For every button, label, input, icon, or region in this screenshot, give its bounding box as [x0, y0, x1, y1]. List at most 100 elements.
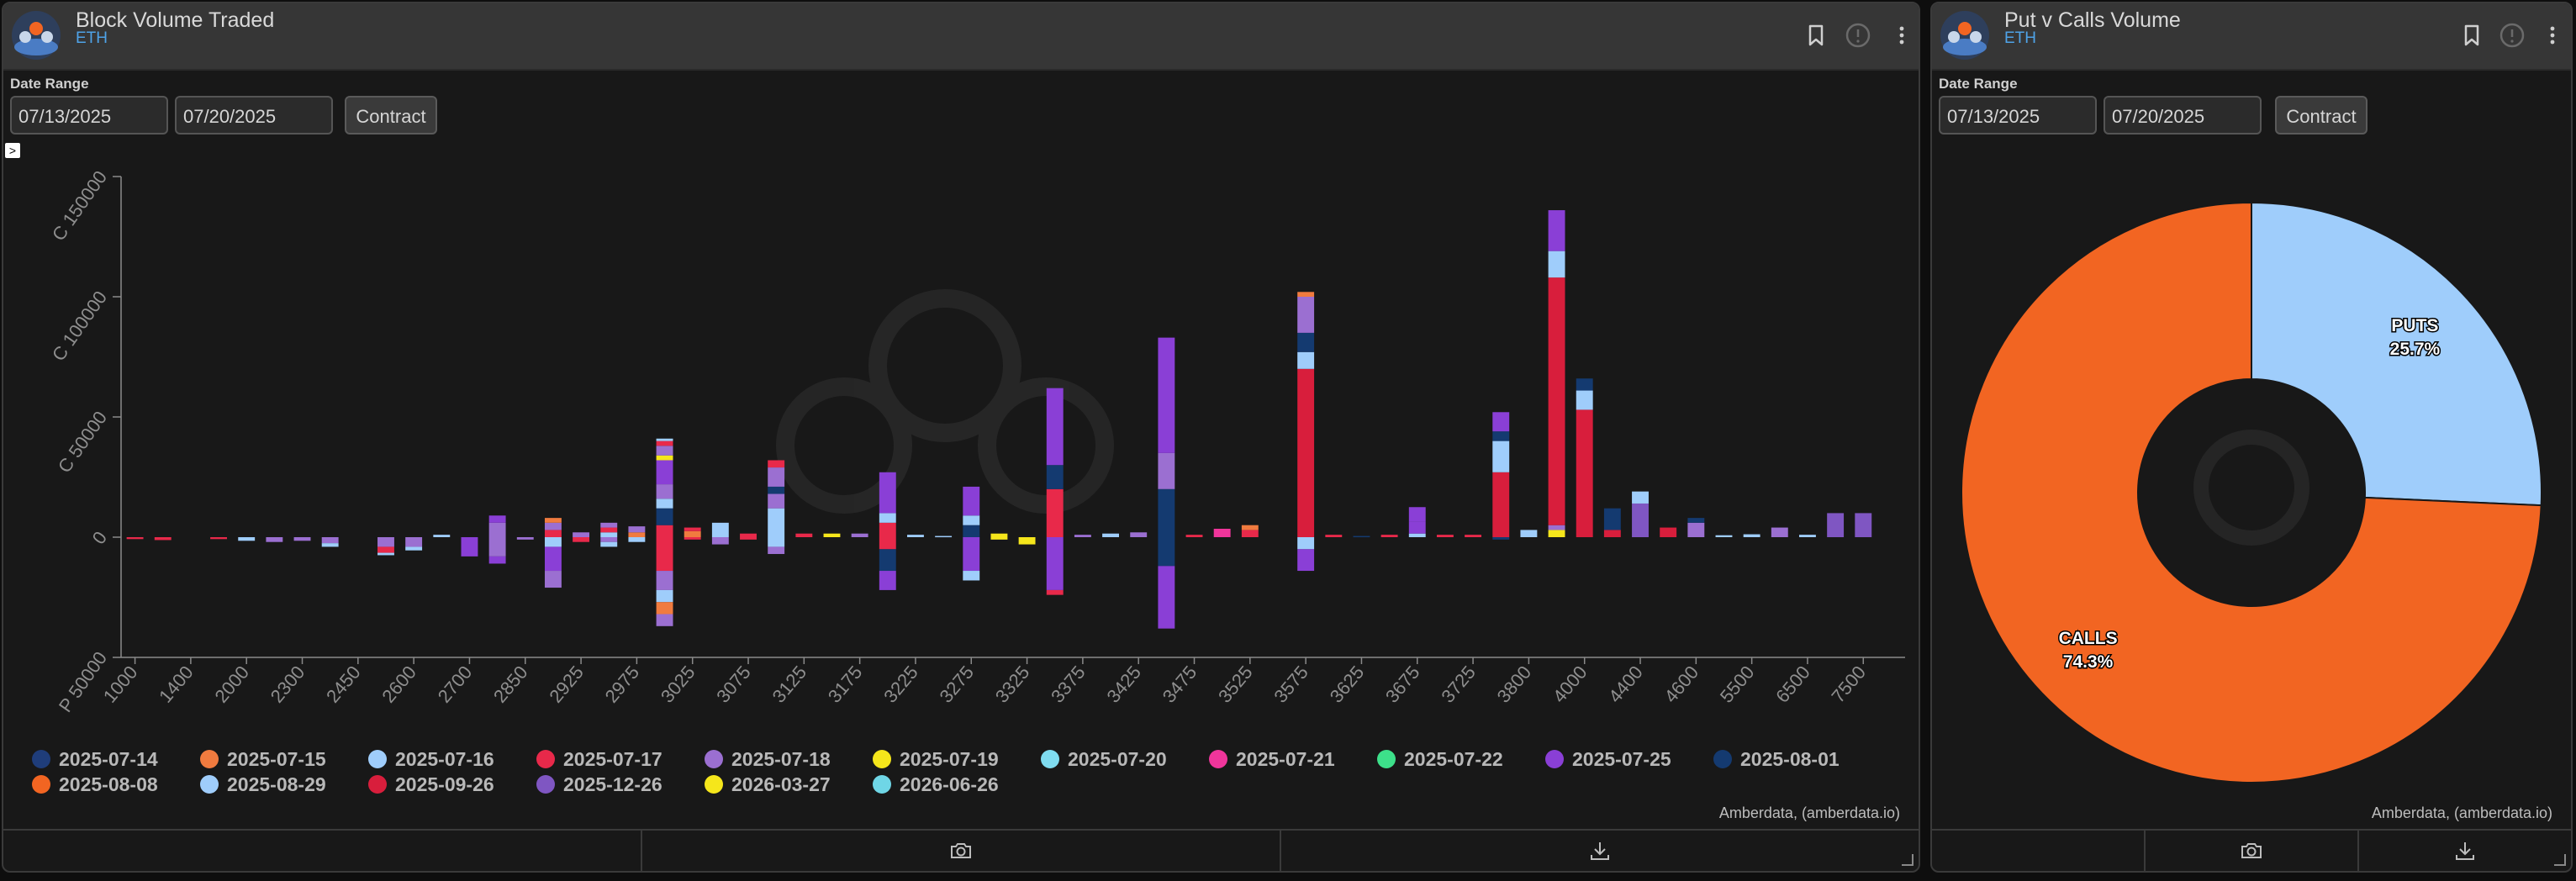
bar-segment-call[interactable]	[544, 530, 562, 537]
bar-segment-call[interactable]	[488, 515, 506, 523]
bar-segment-call[interactable]	[851, 533, 868, 537]
bar-segment-call[interactable]	[1576, 390, 1593, 410]
bar-segment-call[interactable]	[488, 522, 506, 537]
legend-item[interactable]: 2025-07-18	[705, 748, 831, 771]
bar-segment-call[interactable]	[1436, 535, 1454, 537]
bar-segment-call[interactable]	[795, 533, 813, 537]
bar-segment-call[interactable]	[963, 515, 980, 525]
bar-segment-put[interactable]	[1158, 537, 1175, 567]
bar-segment-call[interactable]	[656, 499, 673, 509]
legend-item[interactable]: 2026-06-26	[873, 773, 999, 796]
bar-segment-call[interactable]	[1548, 251, 1565, 278]
bar-segment-call[interactable]	[1576, 378, 1593, 391]
legend-item[interactable]: 2025-07-20	[1041, 748, 1167, 771]
bar-segment-call[interactable]	[1325, 535, 1343, 537]
legend-item[interactable]: 2025-07-14	[32, 748, 158, 771]
bar-segment-call[interactable]	[963, 486, 980, 516]
legend-item[interactable]: 2025-07-25	[1545, 748, 1671, 771]
legend-item[interactable]: 2025-07-15	[200, 748, 326, 771]
bar-segment-put[interactable]	[488, 556, 506, 564]
contract-button[interactable]: Contract	[2275, 96, 2367, 135]
bar-segment-put[interactable]	[656, 571, 673, 590]
bar-segment-call[interactable]	[768, 493, 785, 509]
bar-segment-put[interactable]	[544, 571, 562, 588]
bar-segment-call[interactable]	[1715, 535, 1733, 537]
bar-segment-call[interactable]	[628, 526, 646, 533]
download-button[interactable]	[2359, 831, 2571, 871]
bar-segment-put[interactable]	[656, 614, 673, 626]
pie-slice-calls[interactable]	[1961, 201, 2542, 783]
bar-segment-call[interactable]	[1603, 530, 1621, 537]
bar-segment-call[interactable]	[1492, 440, 1510, 472]
bar-segment-put[interactable]	[1046, 589, 1064, 595]
bar-segment-call[interactable]	[1046, 465, 1064, 489]
pie-slice-puts[interactable]	[2251, 201, 2542, 507]
bar-segment-put[interactable]	[488, 537, 506, 557]
legend-item[interactable]: 2025-07-19	[873, 748, 999, 771]
bar-segment-put[interactable]	[516, 537, 534, 540]
bar-segment-call[interactable]	[879, 513, 896, 523]
bar-segment-call[interactable]	[1743, 534, 1760, 537]
bar-segment-put[interactable]	[879, 537, 896, 550]
bar-segment-call[interactable]	[656, 455, 673, 461]
bar-segment-call[interactable]	[656, 438, 673, 441]
bar-segment-call[interactable]	[1046, 388, 1064, 466]
download-button[interactable]	[1281, 831, 1919, 871]
bar-segment-call[interactable]	[1492, 431, 1510, 441]
bar-segment-call[interactable]	[1185, 535, 1203, 537]
legend-item[interactable]: 2025-08-29	[200, 773, 326, 796]
bar-segment-put[interactable]	[573, 537, 590, 542]
screenshot-button[interactable]	[642, 831, 1281, 871]
bar-segment-call[interactable]	[1520, 530, 1538, 537]
bar-segment-call[interactable]	[684, 530, 701, 537]
bar-segment-call[interactable]	[1158, 488, 1175, 537]
bar-segment-call[interactable]	[1492, 472, 1510, 537]
bar-segment-put[interactable]	[600, 541, 618, 547]
bar-segment-call[interactable]	[600, 527, 618, 533]
bar-segment-put[interactable]	[293, 537, 311, 541]
bar-segment-put[interactable]	[461, 537, 478, 557]
bar-segment-put[interactable]	[377, 546, 394, 553]
bar-segment-call[interactable]	[656, 446, 673, 456]
bar-segment-call[interactable]	[628, 532, 646, 537]
bar-segment-call[interactable]	[1548, 277, 1565, 525]
end-date-input[interactable]: 07/20/2025	[2104, 96, 2262, 135]
bar-segment-put[interactable]	[405, 546, 423, 551]
bar-segment-put[interactable]	[768, 537, 785, 547]
bar-segment-put[interactable]	[740, 537, 757, 540]
bar-segment-call[interactable]	[656, 440, 673, 446]
bar-segment-call[interactable]	[1492, 412, 1510, 432]
bar-segment-call[interactable]	[879, 522, 896, 537]
bar-segment-put[interactable]	[377, 537, 394, 547]
bar-segment-put[interactable]	[1018, 537, 1036, 545]
bar-segment-call[interactable]	[1130, 532, 1148, 537]
bar-segment-call[interactable]	[711, 522, 729, 537]
bar-segment-call[interactable]	[1827, 513, 1845, 537]
bar-segment-call[interactable]	[823, 533, 841, 537]
resize-icon[interactable]	[2554, 854, 2566, 866]
bar-segment-call[interactable]	[1158, 452, 1175, 489]
start-date-input[interactable]: 07/13/2025	[1939, 96, 2097, 135]
bar-segment-call[interactable]	[656, 460, 673, 485]
bar-segment-call[interactable]	[544, 518, 562, 523]
bar-segment-call[interactable]	[1548, 210, 1565, 251]
bar-segment-put[interactable]	[1297, 549, 1315, 572]
bar-segment-call[interactable]	[1603, 508, 1621, 530]
bar-segment-put[interactable]	[126, 537, 144, 540]
bookmark-icon[interactable]	[2457, 20, 2487, 50]
resize-icon[interactable]	[1902, 854, 1914, 866]
bar-segment-call[interactable]	[740, 533, 757, 537]
bar-segment-call[interactable]	[768, 486, 785, 494]
bar-segment-call[interactable]	[1408, 521, 1426, 534]
bar-segment-call[interactable]	[1297, 368, 1315, 537]
bar-segment-call[interactable]	[1297, 332, 1315, 352]
bar-segment-call[interactable]	[1855, 513, 1872, 537]
start-date-input[interactable]: 07/13/2025	[10, 96, 168, 135]
more-vertical-icon[interactable]	[1887, 20, 1917, 50]
end-date-input[interactable]: 07/20/2025	[175, 96, 333, 135]
bar-segment-call[interactable]	[1297, 292, 1315, 297]
bar-segment-call[interactable]	[656, 484, 673, 499]
contract-button[interactable]: Contract	[345, 96, 437, 135]
bar-segment-call[interactable]	[879, 472, 896, 514]
bar-segment-put[interactable]	[684, 537, 701, 540]
